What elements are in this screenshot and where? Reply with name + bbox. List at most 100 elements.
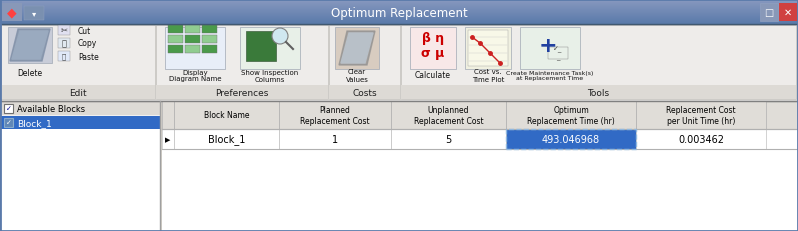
Text: ✓: ✓ (6, 120, 11, 126)
Bar (168, 46, 183, 54)
Bar (8, 28, 52, 64)
Bar (0, 21, 798, 22)
Bar (0, 22, 798, 23)
Bar (0, 116, 160, 129)
Bar (2, 4, 22, 22)
Bar (0, 5, 798, 6)
Bar (506, 102, 636, 129)
Bar (0, 16, 798, 17)
Bar (0, 129, 160, 231)
Text: +: + (539, 36, 557, 56)
Bar (162, 102, 798, 129)
Text: Create Maintenance Task(s)
at Replacement Time: Create Maintenance Task(s) at Replacemen… (506, 70, 594, 81)
Bar (1, 26, 797, 102)
Bar (636, 129, 766, 149)
Bar (410, 28, 456, 70)
Polygon shape (12, 32, 48, 60)
Bar (162, 102, 798, 231)
Text: Optimum
Replacement Time (hr): Optimum Replacement Time (hr) (527, 106, 615, 125)
Bar (156, 86, 328, 100)
Bar (58, 52, 70, 62)
Text: Show Inspection
Columns: Show Inspection Columns (241, 69, 298, 82)
Bar (0, 10, 798, 11)
Bar (391, 129, 506, 149)
Bar (0, 12, 798, 13)
Bar (329, 86, 400, 100)
Text: Planned
Replacement Cost: Planned Replacement Cost (300, 106, 369, 125)
Bar (636, 102, 766, 129)
Bar (391, 102, 506, 129)
Text: ⎘: ⎘ (61, 39, 66, 48)
Text: 493.046968: 493.046968 (542, 134, 600, 144)
Text: Optimum Replacement: Optimum Replacement (330, 6, 468, 19)
Bar (0, 6, 798, 7)
Bar (401, 26, 796, 100)
Text: Replacement Cost
per Unit Time (hr): Replacement Cost per Unit Time (hr) (666, 106, 736, 125)
Bar (0, 102, 160, 116)
Text: Costs: Costs (352, 88, 377, 97)
Bar (0, 23, 798, 24)
Bar (58, 39, 70, 49)
Bar (760, 4, 778, 22)
Bar (168, 36, 183, 44)
Text: ✂: ✂ (61, 26, 68, 35)
Text: Delete: Delete (18, 69, 42, 78)
Bar (779, 4, 797, 22)
Text: 📋: 📋 (62, 53, 66, 60)
Bar (0, 25, 798, 231)
Bar (335, 28, 379, 70)
Bar (0, 15, 798, 16)
Bar (24, 7, 44, 21)
Bar (162, 129, 174, 149)
Text: Cost vs.
Time Plot: Cost vs. Time Plot (472, 69, 504, 82)
Text: 0.003462: 0.003462 (678, 134, 724, 144)
Bar (202, 26, 217, 34)
Bar (0, 14, 798, 15)
Bar (1, 86, 155, 100)
Bar (0, 24, 798, 25)
Bar (0, 19, 798, 20)
Bar (0, 13, 798, 25)
Bar (185, 36, 200, 44)
Bar (4, 105, 13, 113)
Bar (506, 129, 636, 149)
Bar (279, 102, 391, 129)
Text: β η
σ μ: β η σ μ (421, 32, 444, 60)
Polygon shape (341, 34, 373, 64)
Bar (0, 1, 798, 2)
Text: Paste: Paste (78, 52, 99, 61)
Text: □: □ (764, 8, 773, 18)
Text: 5: 5 (445, 134, 452, 144)
Bar (4, 119, 13, 128)
Text: Copy: Copy (78, 39, 97, 48)
Bar (156, 26, 328, 100)
Bar (0, 3, 798, 4)
Bar (174, 129, 279, 149)
Text: ✓_
_: ✓_ _ (553, 47, 563, 61)
Text: Display
Diagram Name: Display Diagram Name (168, 69, 221, 82)
Bar (0, 0, 798, 25)
Bar (465, 28, 511, 70)
Bar (246, 32, 276, 62)
Text: Block_1: Block_1 (17, 119, 52, 128)
Bar (58, 26, 70, 36)
Circle shape (272, 29, 288, 45)
Text: Preferences: Preferences (215, 88, 269, 97)
Text: Block_1: Block_1 (207, 134, 245, 145)
Text: Cut: Cut (78, 26, 91, 35)
Bar (0, 18, 798, 19)
Bar (0, 20, 798, 21)
Text: Tools: Tools (587, 88, 610, 97)
Bar (162, 102, 174, 129)
Text: Calculate: Calculate (415, 71, 451, 80)
Text: Block Name: Block Name (203, 111, 249, 120)
Bar (202, 36, 217, 44)
Bar (185, 26, 200, 34)
Bar (0, 4, 798, 5)
Bar (520, 28, 580, 70)
Bar (468, 31, 508, 67)
Bar (0, 9, 798, 10)
Bar (0, 2, 798, 3)
Bar (401, 86, 796, 100)
Bar (0, 13, 798, 14)
